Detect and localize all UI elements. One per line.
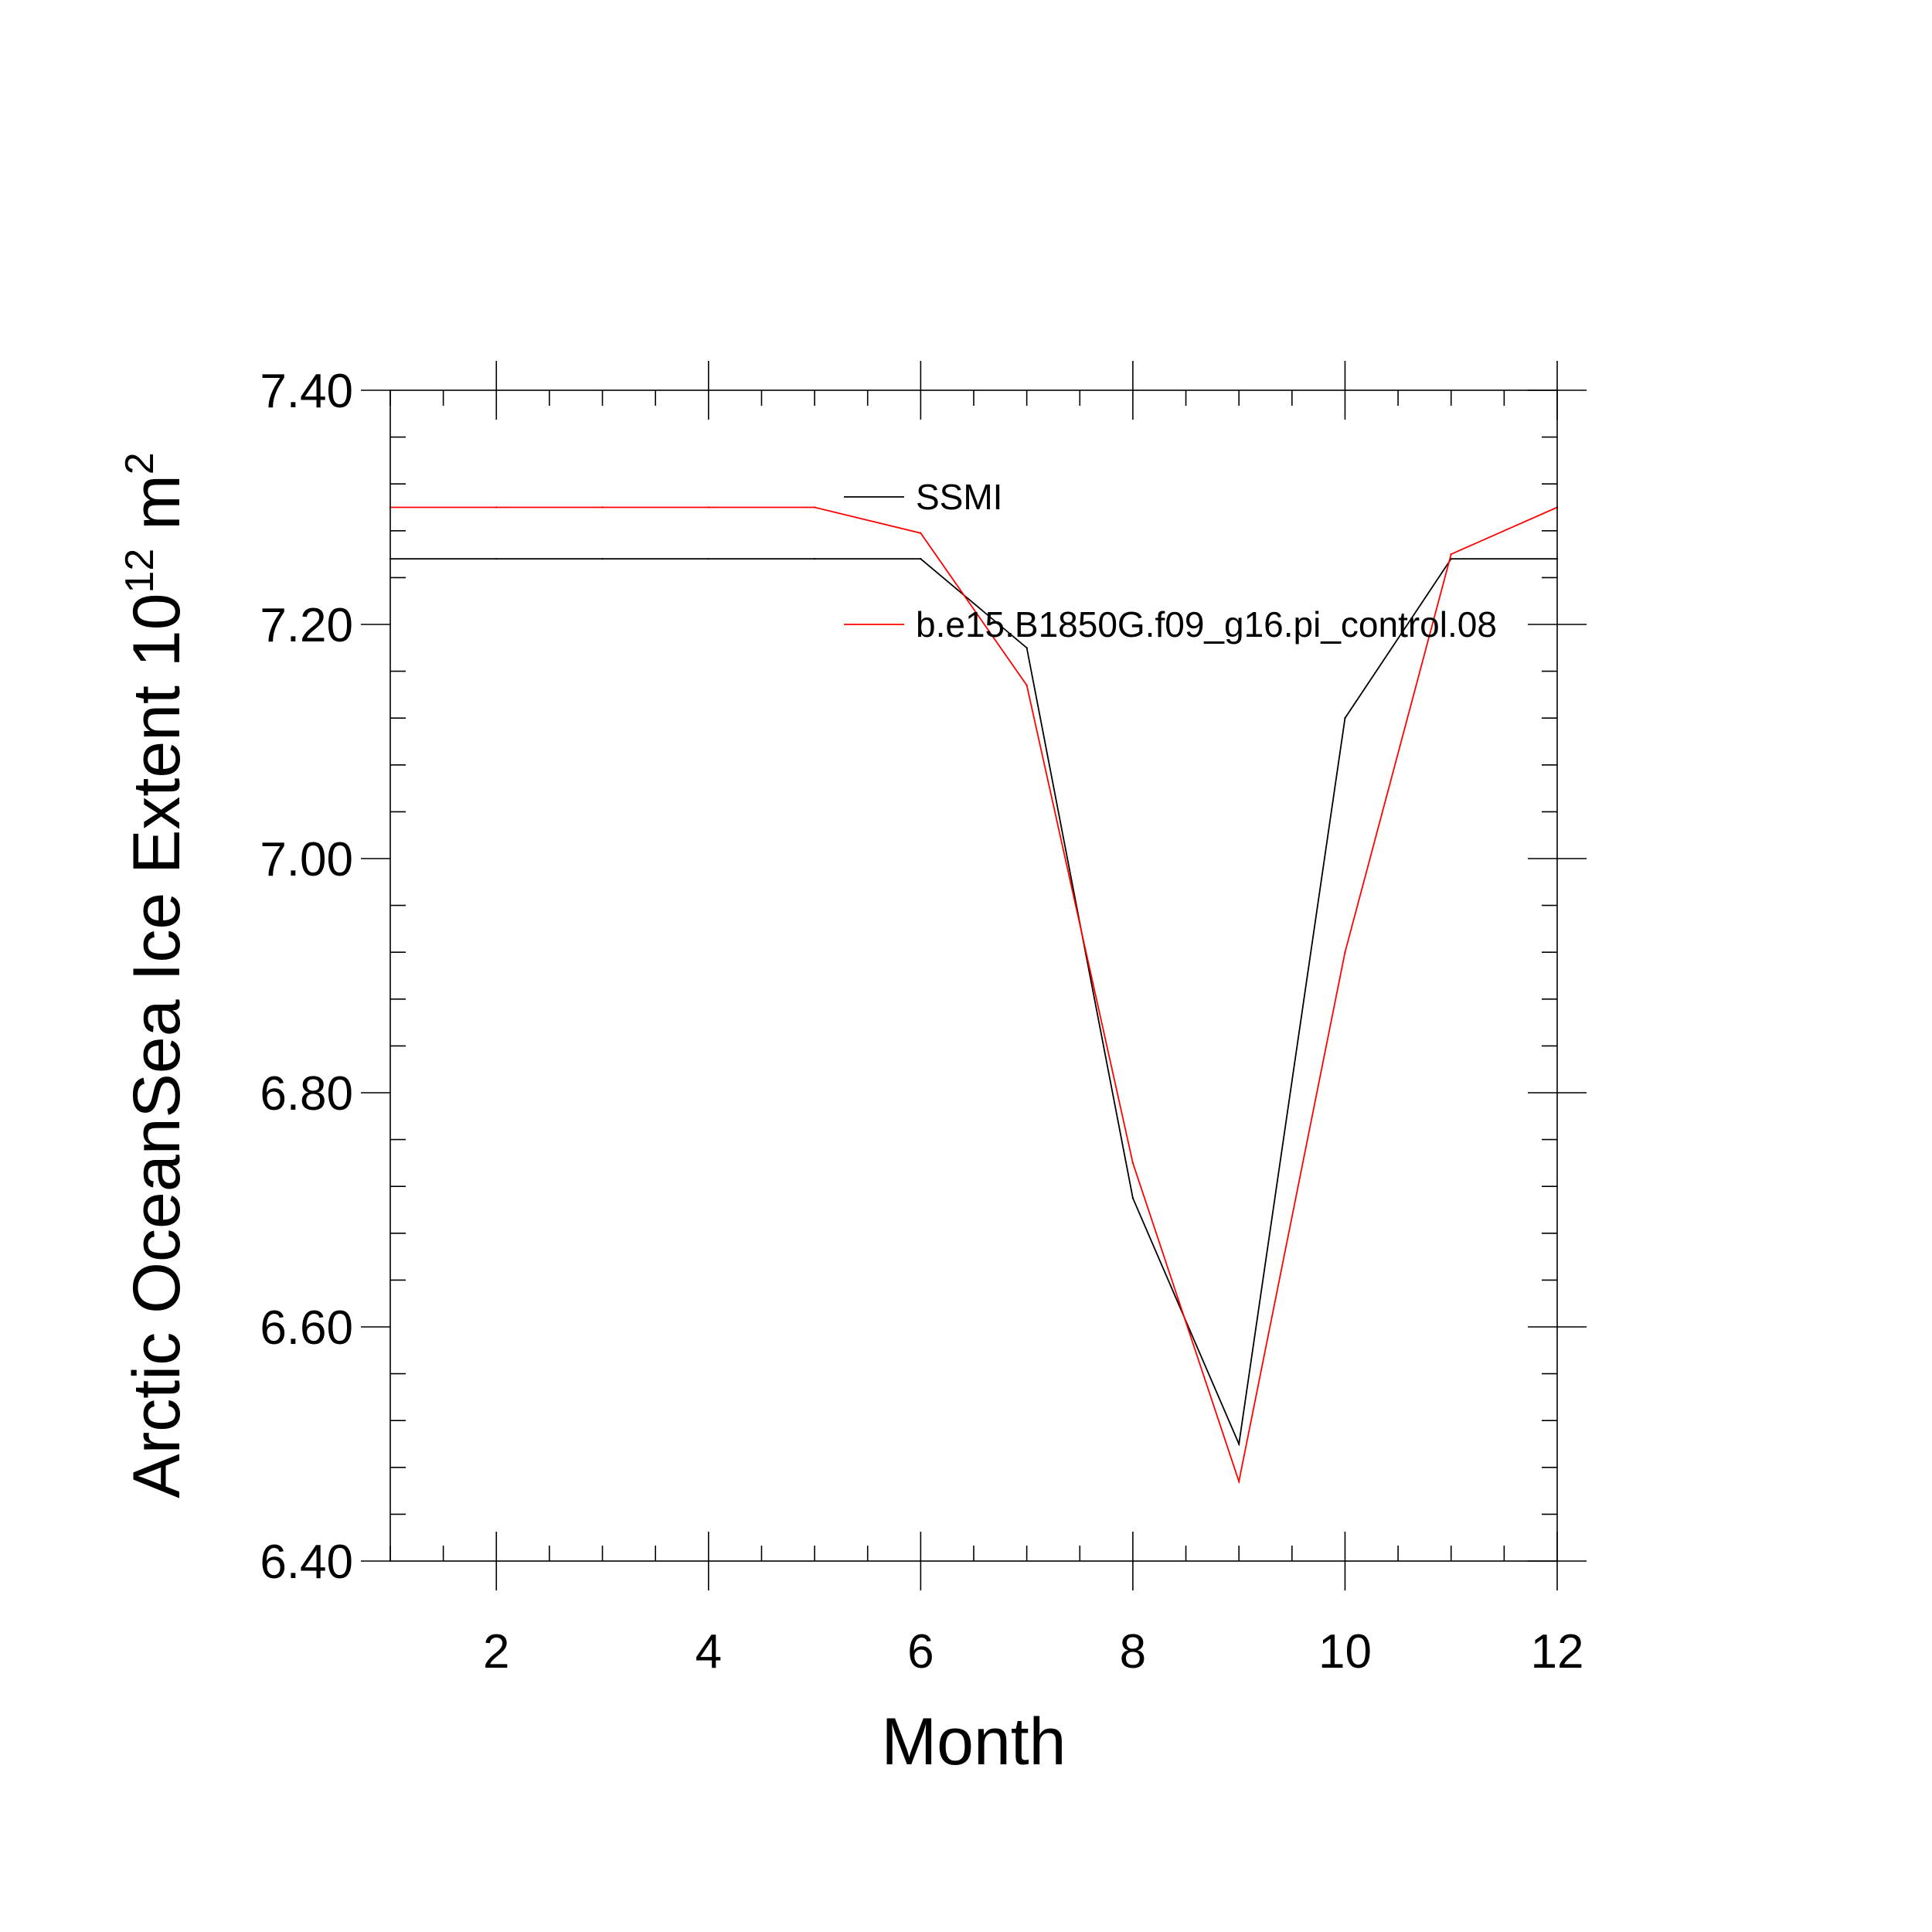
- labels-layer: 2 4 6 8 10 12 6.40 6.60 6.80 7.00 7.20 7.40: [260, 365, 1583, 1679]
- y-tick-label: 6.60: [260, 1301, 353, 1355]
- y-axis-title-unit-exponent: 2: [117, 452, 162, 474]
- x-tick-label: 6: [907, 1625, 934, 1679]
- data-point-series-1: [707, 557, 710, 560]
- ticks-layer: [361, 361, 1587, 1590]
- y-tick-label: 7.20: [260, 599, 353, 652]
- data-point-series-1: [813, 557, 816, 560]
- data-point-series-2: [601, 506, 604, 509]
- y-axis-title: Arctic OceanSea Ice Extent 1012 m2: [117, 452, 194, 1498]
- x-tick-label: 2: [483, 1625, 509, 1679]
- y-tick-label: 6.80: [260, 1067, 353, 1121]
- x-tick-label: 10: [1318, 1625, 1372, 1679]
- data-point-series-2: [920, 532, 922, 535]
- x-axis-title: Month: [881, 1705, 1066, 1779]
- data-point-series-1: [920, 557, 922, 560]
- plot-frame: [389, 389, 1558, 1562]
- data-point-series-2: [1026, 684, 1028, 686]
- data-point-series-1: [1237, 1443, 1240, 1445]
- legend-label: b.e15.B1850G.f09_g16.pi_control.08: [916, 604, 1497, 645]
- data-point-series-1: [1131, 1197, 1134, 1199]
- series-line-1: [390, 558, 1557, 1447]
- data-point-series-1: [1344, 717, 1346, 719]
- series-line-2: [390, 506, 1558, 1485]
- y-tick-label: 7.40: [260, 365, 353, 418]
- x-tick-label: 4: [696, 1625, 722, 1679]
- legend-label: SSMI: [916, 477, 1002, 517]
- legend: SSMI b.e15.B1850G.f09_g16.pi_control.08: [844, 477, 1497, 645]
- data-point-series-2: [707, 506, 710, 509]
- data-point-series-1: [601, 557, 604, 560]
- data-point-series-2: [1450, 553, 1452, 556]
- y-tick-label: 7.00: [260, 833, 353, 886]
- data-point-series-2: [495, 506, 498, 509]
- x-tick-label: 12: [1531, 1625, 1584, 1679]
- data-point-series-2: [813, 506, 816, 509]
- data-point-series-1: [1026, 647, 1028, 649]
- data-point-series-1: [495, 557, 498, 560]
- y-tick-label: 6.40: [260, 1536, 353, 1589]
- y-axis-title-main: Arctic OceanSea Ice Extent 10: [120, 594, 194, 1498]
- data-point-series-2: [1237, 1480, 1240, 1483]
- data-point-series-2: [1131, 1162, 1134, 1165]
- data-point-series-2: [1344, 951, 1346, 954]
- y-axis-title-unit: m: [120, 474, 194, 549]
- series-layer: [389, 506, 1559, 1485]
- y-axis-title-exponent: 12: [117, 549, 162, 594]
- x-tick-label: 8: [1120, 1625, 1146, 1679]
